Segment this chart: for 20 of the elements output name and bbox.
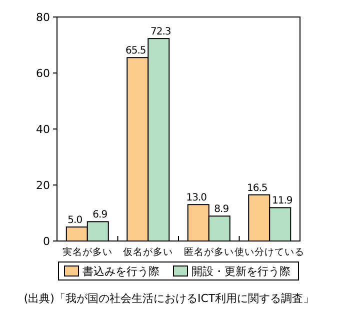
legend-label: 開設・更新を行う際 <box>192 265 290 278</box>
y-tick-label: 60 <box>36 67 50 80</box>
data-label: 8.9 <box>214 204 229 216</box>
text: (出典)「我が国の社会生活におけるICT利用に関する調査」 <box>24 292 314 305</box>
y-tick-label: 20 <box>36 179 50 192</box>
y-tick-label: 0 <box>43 235 50 248</box>
data-label: 5.0 <box>68 215 82 226</box>
data-label: 13.0 <box>186 192 207 204</box>
y-tick-label: 80 <box>36 11 50 24</box>
x-tick-label: 実名が多い <box>62 246 112 258</box>
data-label: 16.5 <box>246 182 268 194</box>
data-label: 11.9 <box>272 196 292 207</box>
x-tick-label: 使い分けている <box>234 246 305 258</box>
data-label: 72.3 <box>150 26 171 38</box>
data-label: 65.5 <box>125 46 146 57</box>
legend-label: 書込みを行う際 <box>82 265 160 278</box>
data-label: 6.9 <box>92 210 108 221</box>
y-tick-label: 40 <box>36 123 50 136</box>
x-tick-label: 仮名が多い <box>123 246 174 258</box>
x-tick-label: 匿名が多い <box>184 246 234 258</box>
